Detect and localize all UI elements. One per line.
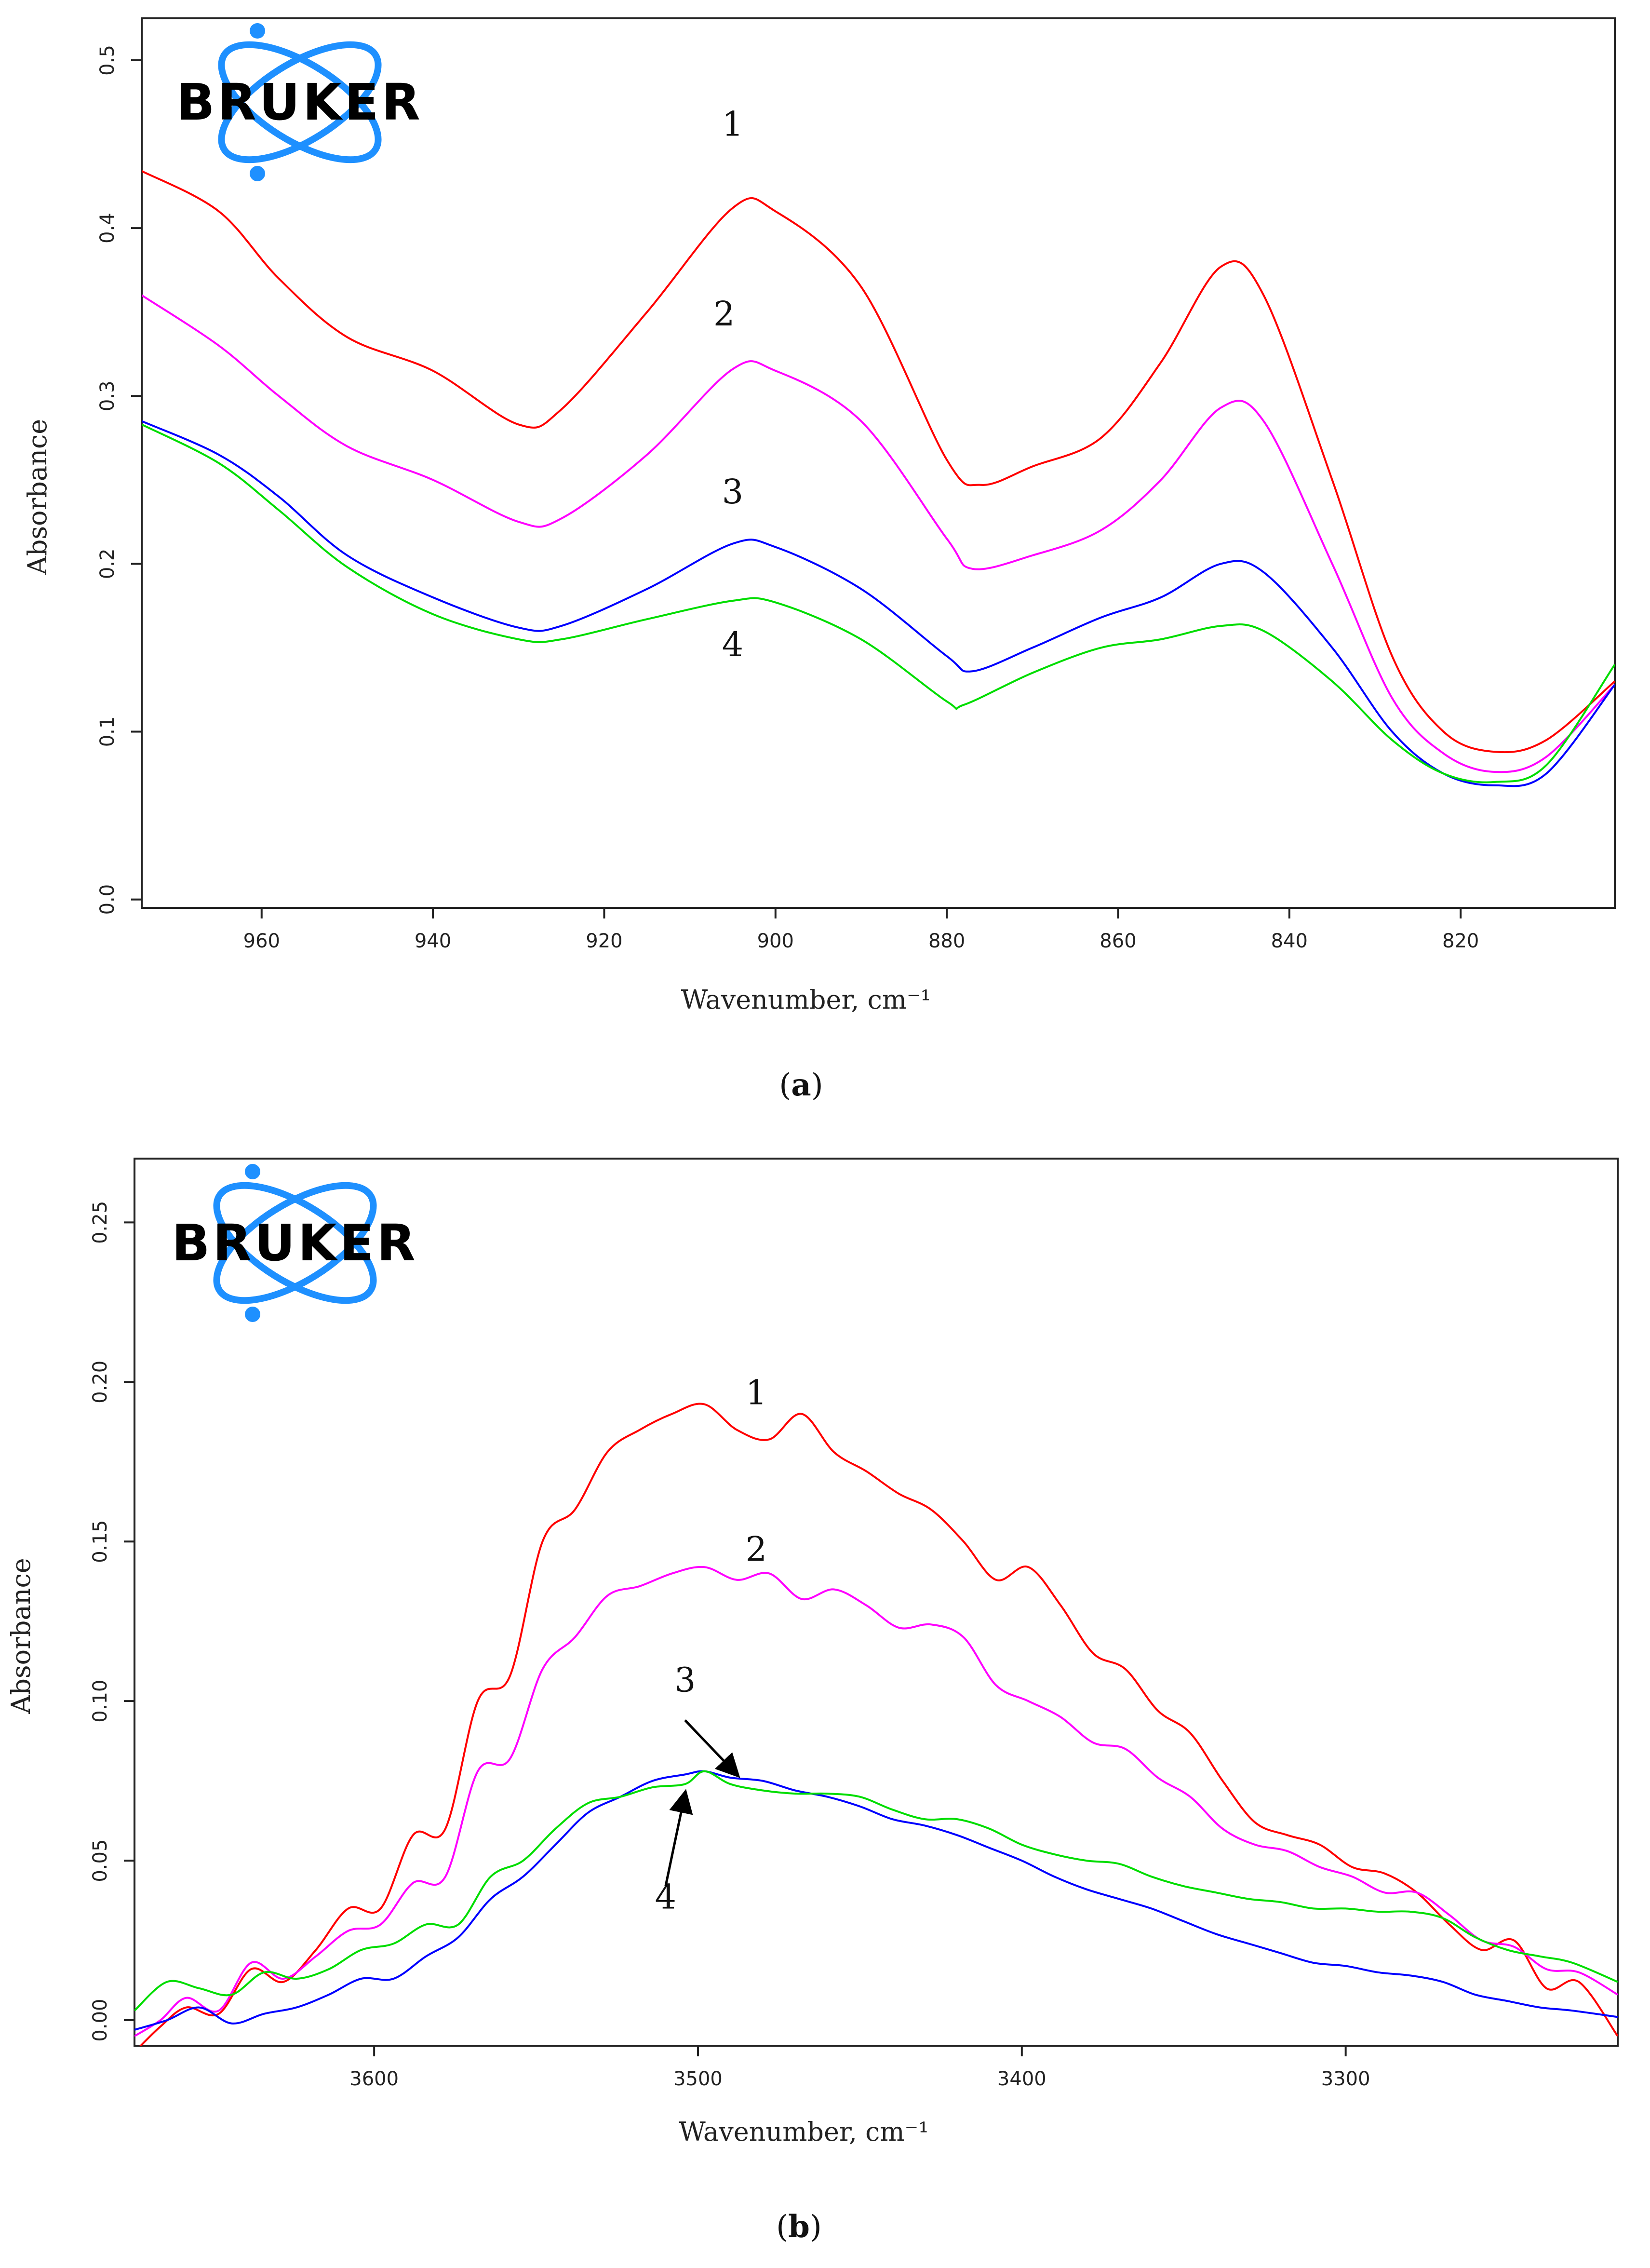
logo-orbit-2-b: [213, 1182, 377, 1304]
y-tick-label-a: 0.2: [96, 549, 119, 580]
logo-electron-bottom-a: [250, 166, 265, 181]
curve-label-1-b: 1: [746, 1373, 767, 1413]
x-axis-label-a: Wavenumber, cm⁻¹: [681, 985, 931, 1015]
y-tick-label-a: 0.1: [96, 716, 119, 747]
y-tick-label-b: 0.05: [89, 1839, 111, 1882]
plot-frame-a: [141, 17, 1616, 909]
series-line-4-b: [134, 1770, 1618, 2012]
y-tick-label-b: 0.15: [89, 1520, 111, 1563]
arrow-label-4-b: [664, 1789, 693, 1887]
bruker-logo-text-b: BRUKER: [172, 1214, 418, 1272]
x-tick-label-a: 900: [757, 930, 794, 952]
y-tick-label-b: 0.00: [89, 1999, 111, 2042]
curve-label-2-b: 2: [746, 1529, 767, 1569]
series-line-2-b: [134, 1566, 1618, 2037]
logo-orbit-1-b: [213, 1182, 377, 1304]
panel-caption-b: (b): [776, 2209, 822, 2245]
bruker-logo-text-a: BRUKER: [176, 73, 423, 132]
x-tick-label-a: 940: [415, 930, 451, 952]
y-tick-label-b: 0.10: [89, 1680, 111, 1723]
plot-frame-b: [134, 1158, 1619, 2047]
logo-electron-top-a: [250, 23, 265, 39]
x-tick-label-a: 860: [1100, 930, 1136, 952]
chart-panel-b: 0.00 0.05 0.10 0.15 0.20 0.25 3600 3500 3400 3300…: [6, 1158, 1619, 2245]
x-tick-label-a: 920: [586, 930, 622, 952]
y-tick-label-a: 0.5: [96, 45, 119, 76]
y-tick-label-b: 0.20: [89, 1361, 111, 1404]
x-tick-label-b: 3600: [349, 2068, 399, 2090]
x-tick-label-a: 840: [1271, 930, 1308, 952]
curve-label-4-a: 4: [722, 625, 744, 664]
curve-label-3-b: 3: [674, 1660, 696, 1700]
y-tick-label-a: 0.4: [96, 213, 119, 243]
x-tick-label-a: 880: [928, 930, 965, 952]
x-tick-label-a: 960: [243, 930, 280, 952]
y-tick-label-a: 0.3: [96, 380, 119, 411]
y-tick-label-b: 0.25: [89, 1201, 111, 1244]
series-line-3-a: [142, 420, 1615, 787]
x-tick-label-b: 3400: [997, 2068, 1046, 2090]
series-line-1-b: [139, 1403, 1618, 2046]
y-axis-label-a: Absorbance: [22, 419, 53, 575]
logo-electron-top-b: [245, 1164, 260, 1179]
series-line-3-b: [134, 1770, 1618, 2031]
y-axis-label-b: Absorbance: [6, 1558, 36, 1714]
logo-orbit-2-a: [218, 41, 382, 163]
logo-orbit-1-a: [218, 41, 382, 163]
y-tick-label-a: 0.0: [96, 884, 119, 915]
curve-label-1-a: 1: [722, 105, 744, 144]
curve-label-3-a: 3: [722, 472, 744, 512]
arrow-label-3-b: [684, 1719, 740, 1778]
x-axis-label-b: Wavenumber, cm⁻¹: [679, 2117, 929, 2147]
logo-electron-bottom-b: [245, 1307, 260, 1322]
panel-caption-a: (a): [779, 1067, 823, 1103]
x-tick-label-a: 820: [1442, 930, 1479, 952]
series-line-4-a: [142, 423, 1615, 783]
x-tick-label-b: 3500: [673, 2068, 723, 2090]
series-line-2-a: [142, 294, 1615, 773]
series-line-1-a: [142, 170, 1615, 754]
chart-panel-a: 0.0 0.1 0.2 0.3 0.4 0.5 960 940 920 900 880 860 840 8…: [22, 17, 1616, 1103]
curve-label-2-a: 2: [713, 294, 735, 334]
x-tick-label-b: 3300: [1321, 2068, 1370, 2090]
